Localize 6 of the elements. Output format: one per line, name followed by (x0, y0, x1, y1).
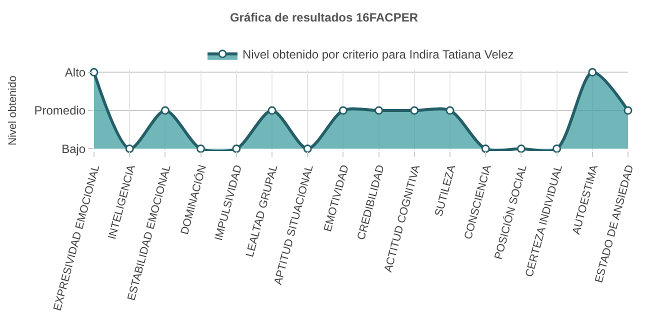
text: Bajo (62, 142, 86, 156)
legend-label: Nivel obtenido por criterio para Indira Tatiana Velez (242, 48, 514, 62)
chart-title: Gráfica de resultados 16FACPER (230, 10, 418, 24)
y-axis-title: Nivel obtenido (6, 76, 19, 146)
text: Promedio (34, 104, 86, 118)
text: Alto (64, 65, 86, 80)
